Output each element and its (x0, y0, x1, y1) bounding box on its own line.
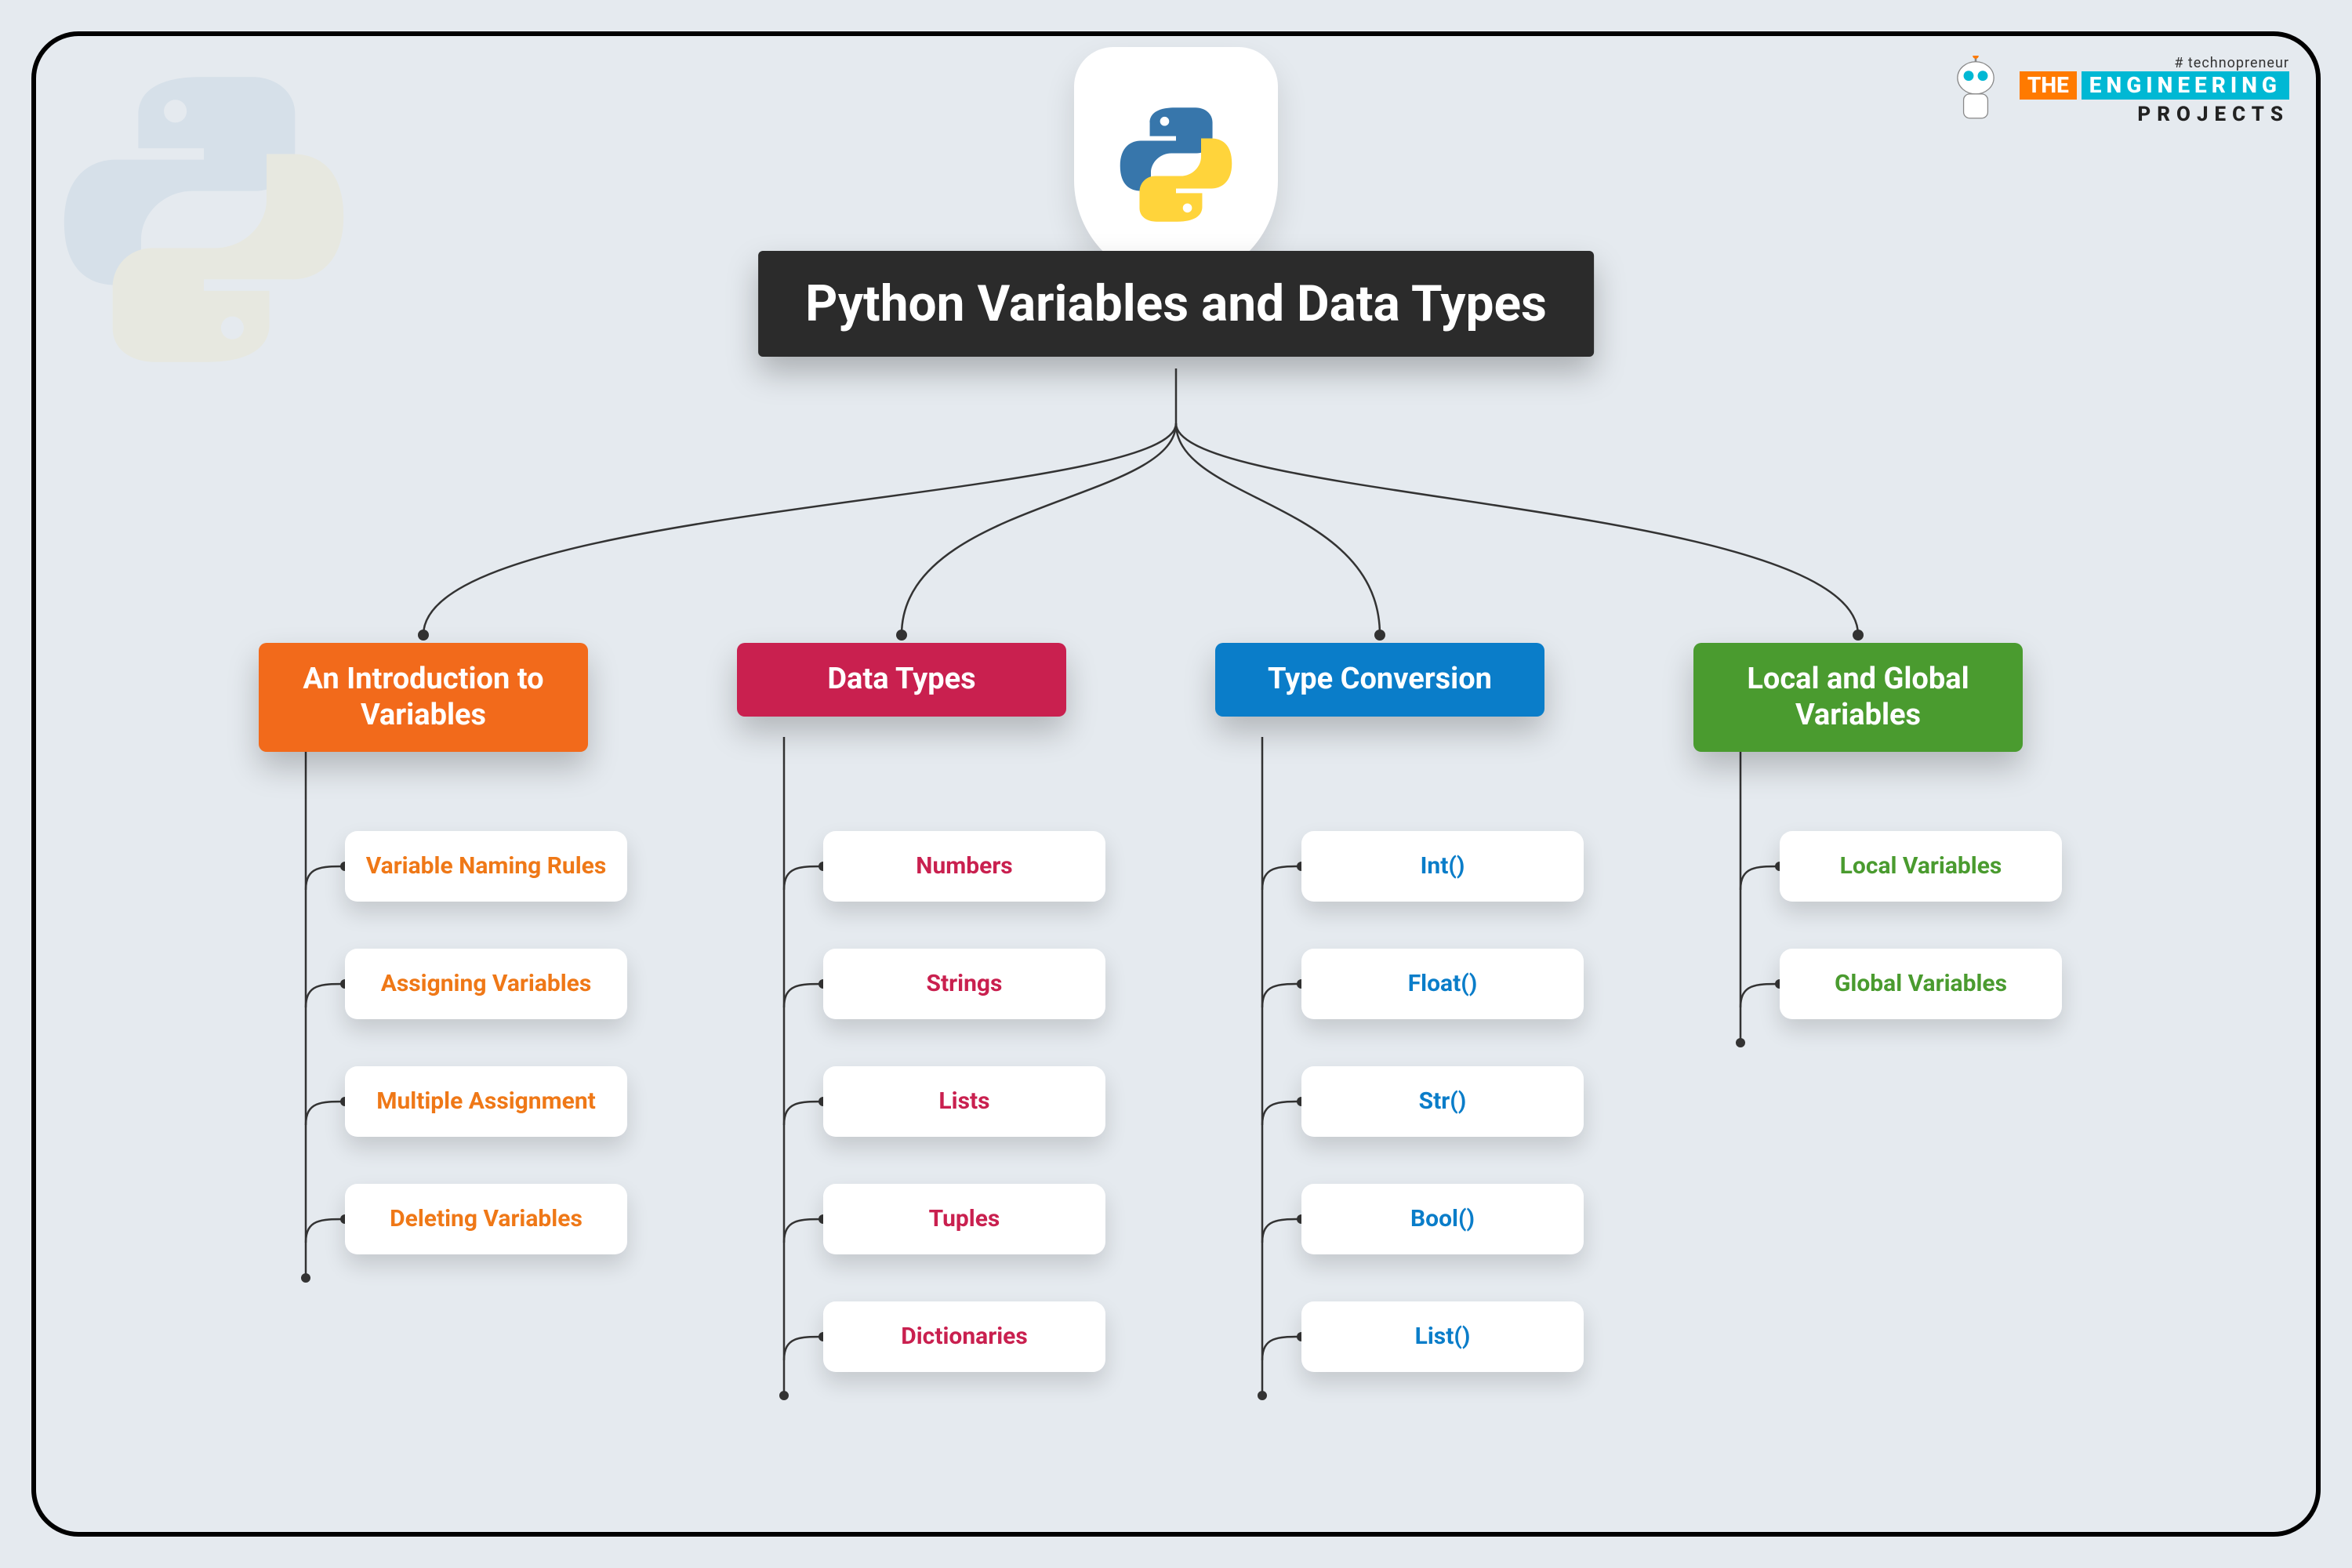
leaf-intro-2: Multiple Assignment (345, 1066, 627, 1137)
brand-the: THE (2020, 71, 2077, 100)
leaf-scope-1: Global Variables (1780, 949, 2062, 1019)
leaf-types-2: Lists (823, 1066, 1105, 1137)
category-scope: Local and Global Variables (1693, 643, 2023, 752)
brand-tagline: # technopreneur (2174, 55, 2289, 71)
leaf-conv-3: Bool() (1301, 1184, 1584, 1254)
leaf-intro-3: Deleting Variables (345, 1184, 627, 1254)
leaf-types-4: Dictionaries (823, 1301, 1105, 1372)
leaf-intro-1: Assigning Variables (345, 949, 627, 1019)
brand-engineering: ENGINEERING (2082, 71, 2289, 100)
brand-projects: PROJECTS (2137, 103, 2289, 126)
leaf-types-0: Numbers (823, 831, 1105, 902)
python-logo-icon (1113, 102, 1239, 227)
brand-logo: # technopreneur THE ENGINEERING PROJECTS (1944, 55, 2289, 126)
leaf-types-3: Tuples (823, 1184, 1105, 1254)
leaf-conv-2: Str() (1301, 1066, 1584, 1137)
leaf-types-1: Strings (823, 949, 1105, 1019)
category-conv: Type Conversion (1215, 643, 1544, 717)
leaf-conv-4: List() (1301, 1301, 1584, 1372)
python-watermark-icon (47, 63, 361, 376)
category-intro: An Introduction to Variables (259, 643, 588, 752)
leaf-intro-0: Variable Naming Rules (345, 831, 627, 902)
leaf-conv-1: Float() (1301, 949, 1584, 1019)
category-types: Data Types (737, 643, 1066, 717)
robot-icon (1944, 56, 2007, 126)
leaf-conv-0: Int() (1301, 831, 1584, 902)
leaf-scope-0: Local Variables (1780, 831, 2062, 902)
python-logo-tab (1074, 47, 1278, 282)
page-title: Python Variables and Data Types (758, 251, 1594, 357)
